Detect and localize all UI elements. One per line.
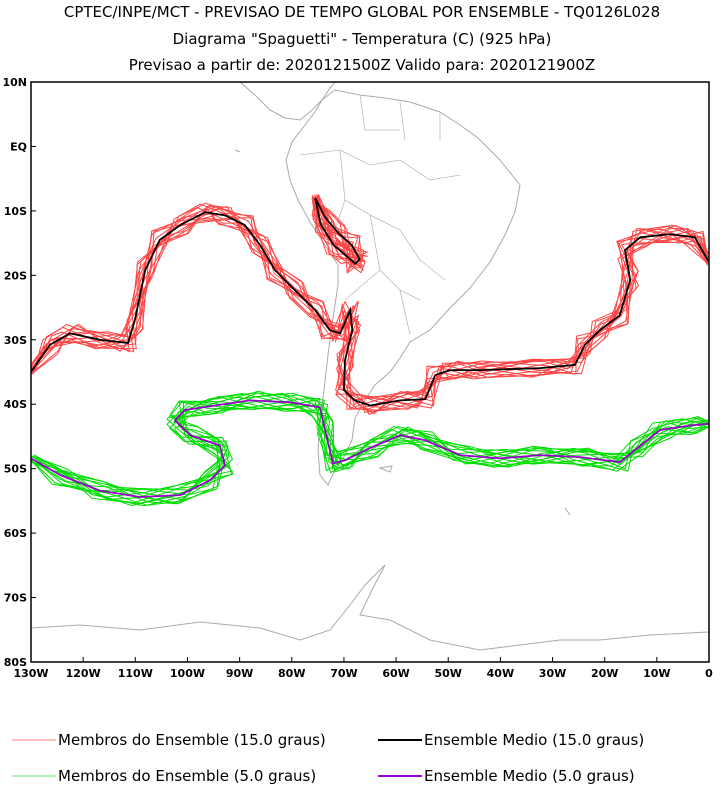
legend: Membros do Ensemble (15.0 graus) Ensemble… — [12, 731, 644, 785]
y-tick-label: 30S — [4, 334, 27, 347]
x-tick-label: 120W — [66, 667, 101, 680]
ensemble-members — [31, 194, 709, 507]
coastline-south-america — [285, 89, 521, 486]
member-line — [315, 199, 366, 274]
y-tick-label: 10N — [2, 76, 27, 89]
chart-subtitle: Diagrama "Spaguetti" - Temperatura (C) (… — [173, 30, 552, 48]
member-line — [313, 200, 364, 271]
country-borders — [299, 94, 461, 336]
x-tick-label: 10W — [643, 667, 670, 680]
ensemble-mean-line — [31, 211, 709, 407]
coastline-antarctica — [31, 564, 709, 651]
y-tick-label: EQ — [10, 140, 27, 153]
y-tick-label: 50S — [4, 463, 27, 476]
member-line — [31, 400, 706, 507]
legend-label: Membros do Ensemble (15.0 graus) — [58, 731, 326, 749]
member-line — [31, 213, 709, 408]
x-tick-label: 110W — [118, 667, 153, 680]
member-line — [33, 212, 707, 416]
map-frame — [30, 81, 710, 663]
member-line — [32, 217, 709, 413]
member-line — [33, 399, 709, 505]
x-tick-label: 80W — [278, 667, 305, 680]
axis-ticks: 130W 120W 110W 100W 90W 80W 70W 60W 50W 40W 30W 20W… — [2, 76, 713, 680]
member-line — [31, 208, 708, 409]
y-tick-label: 70S — [4, 592, 27, 605]
y-tick-label: 10S — [4, 205, 27, 218]
member-line — [311, 194, 357, 265]
ensemble-mean-line — [314, 197, 361, 265]
x-tick-label: 100W — [170, 667, 205, 680]
member-line — [33, 208, 707, 415]
x-tick-label: 60W — [382, 667, 409, 680]
chart-title: CPTEC/INPE/MCT - PREVISAO DE TEMPO GLOBA… — [64, 3, 660, 21]
chart-subtitle-dates: Previsao a partir de: 2020121500Z Valido… — [129, 56, 595, 74]
legend-label: Membros do Ensemble (5.0 graus) — [58, 767, 316, 785]
x-tick-label: 50W — [435, 667, 462, 680]
x-tick-label: 20W — [591, 667, 618, 680]
x-tick-label: 30W — [539, 667, 566, 680]
map-basemap — [31, 82, 709, 651]
legend-label: Ensemble Medio (15.0 graus) — [424, 731, 644, 749]
ensemble-mean-line — [31, 399, 709, 498]
legend-label: Ensemble Medio (5.0 graus) — [424, 767, 635, 785]
member-line — [33, 392, 709, 492]
ensemble-means — [31, 197, 709, 498]
y-tick-label: 20S — [4, 269, 27, 282]
x-tick-label: 130W — [13, 667, 48, 680]
coastline-central-america — [239, 82, 336, 121]
y-tick-label: 40S — [4, 398, 27, 411]
x-tick-label: 40W — [487, 667, 514, 680]
member-line — [31, 390, 707, 501]
coastline-islands — [234, 149, 571, 516]
x-tick-label: 90W — [226, 667, 253, 680]
x-tick-label: 0 — [705, 667, 713, 680]
y-tick-label: 60S — [4, 527, 27, 540]
y-tick-label: 80S — [4, 656, 27, 669]
x-tick-label: 70W — [330, 667, 357, 680]
